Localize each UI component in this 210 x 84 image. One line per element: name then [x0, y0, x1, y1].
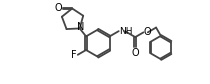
Text: N: N — [77, 22, 85, 32]
Text: O: O — [54, 3, 62, 14]
Text: F: F — [71, 50, 77, 60]
Text: O: O — [144, 27, 152, 37]
Text: NH: NH — [119, 27, 133, 36]
Text: O: O — [131, 48, 139, 58]
